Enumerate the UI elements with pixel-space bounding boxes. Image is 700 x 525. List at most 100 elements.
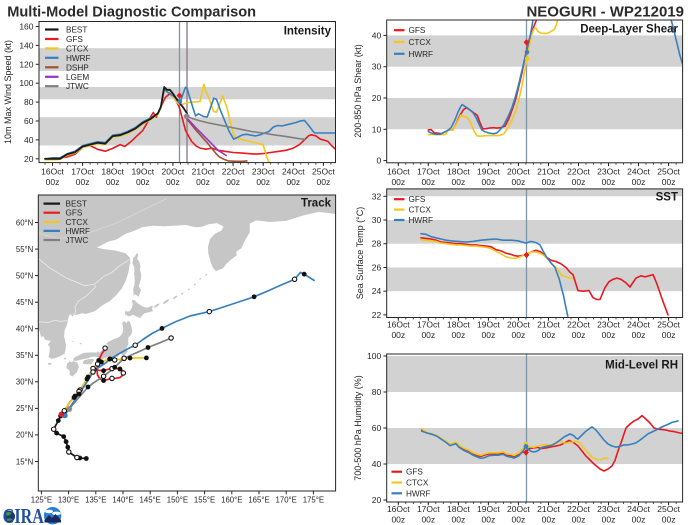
svg-text:24: 24	[372, 286, 382, 296]
svg-text:22Oct: 22Oct	[567, 320, 590, 330]
svg-text:00z: 00z	[662, 330, 676, 340]
svg-text:22: 22	[372, 310, 382, 320]
svg-text:CTCX: CTCX	[406, 479, 429, 488]
svg-text:00z: 00z	[542, 177, 556, 187]
svg-text:GFS: GFS	[409, 195, 426, 204]
svg-text:30°N: 30°N	[16, 378, 33, 387]
svg-text:CTCX: CTCX	[409, 38, 432, 47]
svg-text:20Oct: 20Oct	[507, 167, 530, 177]
svg-text:00z: 00z	[196, 177, 210, 187]
svg-text:200-850 hPa Shear (kt): 200-850 hPa Shear (kt)	[353, 44, 363, 138]
svg-text:165°E: 165°E	[248, 496, 269, 505]
svg-text:25°N: 25°N	[16, 404, 33, 413]
svg-text:GFS: GFS	[66, 35, 83, 44]
svg-text:Track: Track	[301, 198, 332, 210]
svg-text:00z: 00z	[106, 177, 120, 187]
svg-text:00z: 00z	[572, 177, 586, 187]
svg-text:00z: 00z	[482, 515, 496, 525]
svg-text:00z: 00z	[166, 177, 180, 187]
svg-text:10: 10	[372, 124, 382, 134]
svg-text:25Oct: 25Oct	[657, 504, 680, 514]
svg-text:00z: 00z	[76, 177, 90, 187]
svg-text:16Oct: 16Oct	[387, 320, 410, 330]
svg-text:25Oct: 25Oct	[312, 167, 335, 177]
svg-text:16Oct: 16Oct	[387, 504, 410, 514]
svg-text:19Oct: 19Oct	[477, 167, 500, 177]
svg-text:140°E: 140°E	[112, 496, 133, 505]
svg-text:145°E: 145°E	[140, 496, 161, 505]
svg-text:HWRF: HWRF	[409, 50, 434, 59]
svg-text:120: 120	[19, 59, 33, 69]
svg-text:NEOGURI - WP212019: NEOGURI - WP212019	[526, 4, 684, 21]
svg-text:18Oct: 18Oct	[447, 320, 470, 330]
svg-text:BEST: BEST	[66, 26, 87, 35]
svg-text:00z: 00z	[572, 515, 586, 525]
svg-text:40°N: 40°N	[16, 325, 33, 334]
svg-text:DSHP: DSHP	[66, 63, 89, 72]
svg-text:GFS: GFS	[406, 468, 423, 477]
svg-text:170°E: 170°E	[276, 496, 297, 505]
svg-text:24Oct: 24Oct	[627, 504, 650, 514]
svg-text:00z: 00z	[226, 177, 240, 187]
svg-text:00z: 00z	[482, 177, 496, 187]
svg-text:21Oct: 21Oct	[537, 504, 560, 514]
svg-text:00z: 00z	[421, 515, 435, 525]
svg-text:50°N: 50°N	[16, 271, 33, 280]
svg-text:00z: 00z	[632, 515, 646, 525]
svg-text:00z: 00z	[452, 330, 466, 340]
svg-text:30: 30	[372, 215, 382, 225]
svg-text:160: 160	[19, 22, 33, 32]
svg-text:00z: 00z	[572, 330, 586, 340]
svg-text:25Oct: 25Oct	[657, 320, 680, 330]
svg-text:16Oct: 16Oct	[41, 167, 64, 177]
svg-text:22Oct: 22Oct	[222, 167, 245, 177]
svg-text:Multi-Model Diagnostic Compari: Multi-Model Diagnostic Comparison	[7, 5, 256, 21]
svg-text:80: 80	[372, 387, 382, 397]
svg-text:35°N: 35°N	[16, 351, 33, 360]
svg-text:Intensity: Intensity	[284, 26, 332, 38]
svg-text:20Oct: 20Oct	[507, 320, 530, 330]
svg-text:40: 40	[372, 30, 382, 40]
svg-text:HWRF: HWRF	[409, 216, 434, 225]
svg-text:28: 28	[372, 239, 382, 249]
svg-text:150°E: 150°E	[167, 496, 188, 505]
svg-text:24Oct: 24Oct	[627, 320, 650, 330]
svg-text:19Oct: 19Oct	[131, 167, 154, 177]
svg-text:23Oct: 23Oct	[597, 504, 620, 514]
svg-text:17Oct: 17Oct	[417, 320, 440, 330]
svg-text:0: 0	[376, 156, 381, 166]
svg-text:HWRF: HWRF	[66, 54, 91, 63]
svg-text:00z: 00z	[391, 330, 405, 340]
svg-text:17Oct: 17Oct	[71, 167, 94, 177]
svg-text:00z: 00z	[391, 177, 405, 187]
svg-text:21Oct: 21Oct	[192, 167, 215, 177]
svg-text:00z: 00z	[602, 177, 616, 187]
svg-text:BEST: BEST	[66, 200, 87, 209]
svg-text:25Oct: 25Oct	[657, 167, 680, 177]
svg-text:00z: 00z	[512, 515, 526, 525]
svg-text:22Oct: 22Oct	[567, 504, 590, 514]
svg-text:00z: 00z	[46, 177, 60, 187]
svg-text:17Oct: 17Oct	[417, 167, 440, 177]
svg-text:00z: 00z	[662, 177, 676, 187]
svg-text:HWRF: HWRF	[66, 227, 91, 236]
svg-text:20: 20	[372, 93, 382, 103]
svg-text:20°N: 20°N	[16, 431, 33, 440]
svg-text:55°N: 55°N	[16, 245, 33, 254]
svg-text:Mid-Level RH: Mid-Level RH	[605, 360, 678, 372]
svg-text:00z: 00z	[632, 330, 646, 340]
svg-text:00z: 00z	[512, 330, 526, 340]
svg-text:JTWC: JTWC	[66, 236, 89, 245]
svg-text:LGEM: LGEM	[66, 73, 89, 82]
svg-text:24Oct: 24Oct	[627, 167, 650, 177]
svg-text:100: 100	[19, 78, 33, 88]
svg-text:CTCX: CTCX	[66, 44, 89, 53]
svg-text:130°E: 130°E	[58, 496, 79, 505]
svg-text:60: 60	[24, 116, 34, 126]
svg-text:00z: 00z	[662, 515, 676, 525]
svg-text:155°E: 155°E	[194, 496, 215, 505]
svg-text:00z: 00z	[512, 177, 526, 187]
svg-text:80: 80	[24, 97, 34, 107]
svg-text:175°E: 175°E	[303, 496, 324, 505]
svg-text:18Oct: 18Oct	[101, 167, 124, 177]
